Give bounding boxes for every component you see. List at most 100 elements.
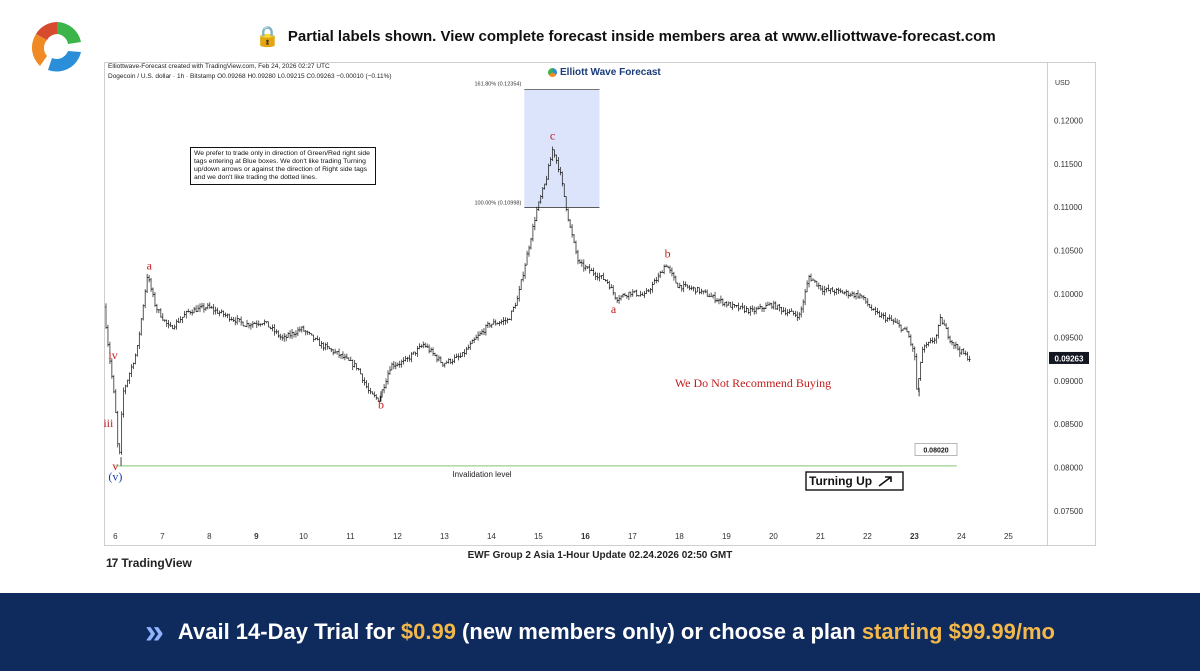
candle	[872, 308, 875, 311]
candle	[835, 288, 838, 295]
candle	[138, 331, 141, 350]
candle	[406, 356, 409, 362]
candle	[876, 308, 879, 315]
candle	[261, 323, 264, 326]
candle	[758, 303, 762, 310]
candle	[572, 234, 576, 244]
candle	[396, 362, 399, 367]
candle	[531, 223, 535, 242]
candle	[316, 335, 319, 341]
candle	[751, 305, 754, 313]
candle	[892, 318, 895, 325]
wave-label: c	[550, 129, 555, 143]
candle	[755, 306, 758, 315]
candle	[668, 265, 672, 274]
candle	[381, 389, 384, 398]
candle	[766, 301, 770, 306]
candle	[884, 312, 887, 323]
candle	[337, 348, 341, 358]
candle	[426, 343, 429, 349]
candle	[862, 295, 865, 301]
candle	[745, 306, 748, 313]
candle	[600, 275, 603, 280]
candle	[604, 279, 607, 282]
candle	[717, 298, 721, 305]
candle	[590, 268, 593, 272]
candle	[324, 342, 327, 351]
candle	[290, 328, 294, 339]
candle	[451, 358, 454, 365]
candle	[198, 303, 202, 313]
candle	[394, 361, 397, 370]
candle	[318, 337, 321, 347]
candle	[277, 330, 280, 338]
candle	[177, 317, 180, 324]
y-tick-label: 0.08500	[1054, 420, 1083, 429]
candle	[161, 313, 164, 321]
wave-label: b	[378, 398, 384, 412]
candle	[298, 326, 301, 333]
candle	[945, 323, 948, 329]
current-price: 0.09263	[1055, 354, 1084, 363]
candle	[455, 353, 458, 359]
trial-text[interactable]: Avail 14-Day Trial for $0.99 (new member…	[178, 619, 1055, 645]
candle	[704, 289, 707, 294]
candle	[173, 324, 176, 330]
candle	[112, 375, 115, 394]
candle	[169, 321, 172, 327]
candle	[334, 348, 337, 354]
candle	[645, 288, 648, 295]
candle	[322, 342, 325, 351]
candle	[715, 298, 719, 303]
x-tick-label: 24	[957, 532, 966, 541]
candle	[764, 302, 768, 310]
candle	[921, 346, 924, 363]
candle	[525, 250, 529, 266]
candle	[267, 321, 270, 328]
x-tick-label: 12	[393, 532, 402, 541]
candle	[410, 352, 413, 363]
candle	[402, 357, 405, 365]
candle	[588, 264, 591, 274]
candle	[431, 347, 435, 356]
candle	[935, 334, 938, 344]
candle	[157, 309, 160, 314]
candle	[854, 293, 858, 300]
candle	[569, 219, 572, 228]
update-caption: EWF Group 2 Asia 1-Hour Update 02.24.202…	[467, 550, 733, 561]
candle	[866, 298, 869, 307]
candle	[204, 306, 207, 311]
candle	[643, 290, 646, 298]
candle	[287, 332, 290, 338]
candle	[817, 282, 820, 290]
candle	[841, 289, 844, 294]
candle	[637, 295, 640, 297]
candle	[353, 359, 356, 368]
turning-up-box: Turning Up	[805, 471, 904, 491]
candle	[639, 290, 642, 297]
trial-footer[interactable]: » Avail 14-Day Trial for $0.99 (new memb…	[0, 593, 1200, 671]
candle	[574, 240, 578, 255]
lock-icon: 🔒	[255, 26, 280, 48]
candle	[228, 313, 231, 322]
candle	[449, 358, 452, 365]
candle	[743, 305, 746, 314]
candle	[619, 295, 623, 301]
candle	[332, 348, 335, 356]
candle	[471, 339, 474, 345]
candle	[612, 285, 615, 296]
current-price-tag: 0.09263	[1049, 351, 1089, 364]
candle	[737, 302, 740, 312]
candle	[238, 318, 241, 323]
candle	[193, 307, 196, 314]
candle	[829, 288, 832, 295]
candle	[727, 301, 730, 306]
candle	[443, 362, 446, 368]
candle	[661, 270, 664, 274]
candle	[146, 273, 149, 294]
trial-price: $0.99	[400, 619, 456, 644]
candle	[946, 326, 950, 340]
candle	[913, 346, 916, 361]
candle	[478, 331, 482, 337]
